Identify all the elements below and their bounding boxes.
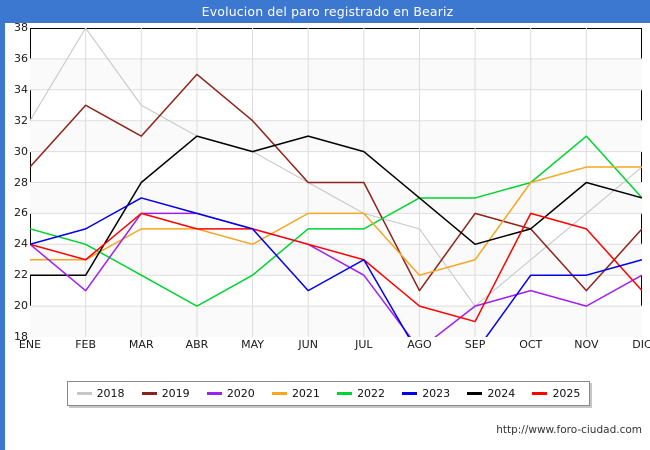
legend-label: 2020 xyxy=(226,387,255,400)
legend-label: 2025 xyxy=(552,387,581,400)
legend-swatch-icon xyxy=(76,392,92,395)
grid-band xyxy=(30,306,642,337)
x-axis: ENE FEB MAR ABR MAY JUN JUL AGO SEP OCT NOV DIC xyxy=(19,338,650,355)
series-line-2022 xyxy=(30,135,642,307)
legend-swatch-icon xyxy=(271,392,287,395)
series-line-2019 xyxy=(30,73,642,292)
chart-legend: 2018 2019 2020 2021 2022 2023 2024 2025 xyxy=(67,381,590,406)
legend-label: 2024 xyxy=(487,387,516,400)
x-tick-label-nov: NOV xyxy=(574,338,599,351)
x-tick-label-ago: AGO xyxy=(407,338,432,351)
legend-swatch-icon xyxy=(337,392,353,395)
series-line-2025 xyxy=(30,212,642,323)
x-tick-label-oct: OCT xyxy=(519,338,543,351)
data-series-group xyxy=(30,28,642,337)
y-tick-label: 36 xyxy=(14,51,28,65)
series-line-2023 xyxy=(30,197,642,337)
legend-swatch-icon xyxy=(532,392,548,395)
legend-swatch-icon xyxy=(206,392,222,395)
x-tick-label-sep: SEP xyxy=(464,338,486,351)
grid-band xyxy=(30,58,642,90)
legend-label: 2023 xyxy=(422,387,451,400)
x-tick-label-mar: MAR xyxy=(128,338,154,351)
x-tick-label-feb: FEB xyxy=(75,338,97,351)
grid-band xyxy=(30,120,642,152)
x-tick-label-abr: ABR xyxy=(185,338,209,351)
source-url: http://www.foro-ciudad.com xyxy=(496,424,642,436)
y-tick-label: 32 xyxy=(14,113,28,127)
y-tick-label: 18 xyxy=(14,330,28,343)
line-chart-svg xyxy=(30,28,642,337)
y-tick-label: 28 xyxy=(14,175,28,189)
legend-item-2018[interactable]: 2018 xyxy=(76,387,125,400)
series-line-2018 xyxy=(30,28,642,307)
y-tick-label: 20 xyxy=(14,299,28,313)
series-line-2020 xyxy=(30,212,642,337)
legend-item-2024[interactable]: 2024 xyxy=(467,387,515,400)
x-tick-label-jul: JUL xyxy=(355,338,373,351)
y-tick-label: 30 xyxy=(14,144,28,158)
x-tick-label-dic: DIC xyxy=(632,338,650,351)
legend-swatch-icon xyxy=(141,392,157,395)
window-title-bar: Evolucion del paro registrado en Beariz xyxy=(5,0,650,23)
page-title: Evolucion del paro registrado en Beariz xyxy=(201,4,454,19)
legend-label: 2021 xyxy=(291,387,320,400)
legend-item-2023[interactable]: 2023 xyxy=(402,387,450,400)
legend-swatch-icon xyxy=(402,392,418,395)
chart-plot-area xyxy=(30,28,642,337)
y-tick-label: 24 xyxy=(14,237,28,251)
legend-item-2020[interactable]: 2020 xyxy=(206,387,255,400)
y-tick-label: 38 xyxy=(14,21,28,34)
legend-item-2019[interactable]: 2019 xyxy=(141,387,190,400)
legend-item-2022[interactable]: 2022 xyxy=(337,387,385,400)
x-tick-label-may: MAY xyxy=(241,338,264,351)
y-axis: 38 36 34 32 30 28 26 24 22 20 18 xyxy=(5,22,28,342)
y-tick-label: 34 xyxy=(14,82,28,96)
legend-label: 2018 xyxy=(96,387,125,400)
legend-label: 2022 xyxy=(357,387,386,400)
series-line-2021 xyxy=(30,166,642,276)
y-tick-label: 26 xyxy=(14,206,28,220)
x-tick-label-jun: JUN xyxy=(298,338,318,351)
y-tick-label: 22 xyxy=(14,268,28,282)
legend-item-2025[interactable]: 2025 xyxy=(532,387,580,400)
x-tick-label-ene: ENE xyxy=(18,338,42,351)
legend-item-2021[interactable]: 2021 xyxy=(271,387,320,400)
legend-swatch-icon xyxy=(467,392,483,395)
legend-label: 2019 xyxy=(161,387,190,400)
series-line-2024 xyxy=(30,135,642,276)
